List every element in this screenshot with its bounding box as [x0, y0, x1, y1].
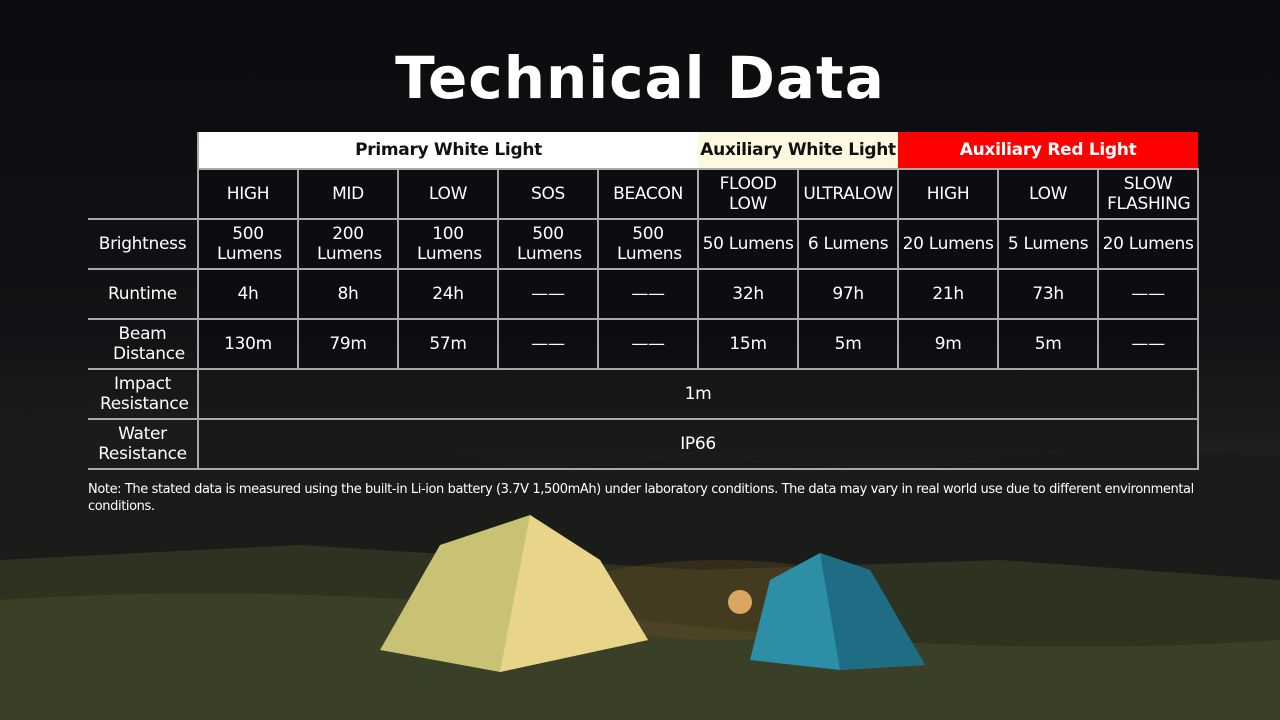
cell: ——: [596, 318, 700, 370]
mode-header: SLOW FLASHING: [1097, 168, 1200, 220]
cell: 500 Lumens: [197, 218, 299, 270]
footnote: Note: The stated data is measured using …: [88, 482, 1194, 514]
row-label: Impact Resistance: [88, 368, 199, 420]
cell: 20 Lumens: [897, 218, 1000, 270]
mode-header: BEACON: [596, 168, 700, 220]
mode-header: LOW: [997, 168, 1100, 220]
cell: 21h: [897, 268, 1000, 320]
cell: 6 Lumens: [797, 218, 900, 270]
cell: 57m: [397, 318, 499, 370]
cell: 1m: [196, 368, 1200, 420]
cell: ——: [497, 318, 599, 370]
mode-header: ULTRALOW: [797, 168, 900, 220]
mode-header: SOS: [497, 168, 599, 220]
cell: 73h: [997, 268, 1100, 320]
mode-header: MID: [297, 168, 399, 220]
cell: 50 Lumens: [697, 218, 800, 270]
cell: 32h: [697, 268, 800, 320]
group-auxiliary-white: Auxiliary White Light: [698, 132, 899, 169]
row-label: Beam Distance: [88, 318, 199, 370]
cell: 500 Lumens: [596, 218, 700, 270]
row-water-resistance: Water Resistance IP66: [88, 418, 1200, 470]
cell: 500 Lumens: [497, 218, 599, 270]
row-impact-resistance: Impact Resistance 1m: [88, 368, 1200, 420]
mode-header: FLOOD LOW: [697, 168, 800, 220]
row-label: Water Resistance: [88, 418, 199, 470]
row-beam-distance: Beam Distance 130m 79m 57m —— —— 15m 5m …: [88, 318, 1200, 370]
cell: 100 Lumens: [397, 218, 499, 270]
page-title: Technical Data: [395, 44, 885, 112]
cell: 20 Lumens: [1097, 218, 1200, 270]
group-primary-white: Primary White Light: [198, 132, 699, 169]
row-brightness: Brightness 500 Lumens 200 Lumens 100 Lum…: [88, 218, 1200, 270]
cell: 5m: [997, 318, 1100, 370]
cell: IP66: [196, 418, 1200, 470]
cell: 8h: [297, 268, 399, 320]
technical-data-table: Primary White Light Auxiliary White Ligh…: [88, 132, 1200, 470]
cell: 130m: [197, 318, 299, 370]
mode-header: HIGH: [197, 168, 299, 220]
cell: 79m: [297, 318, 399, 370]
cell: 24h: [397, 268, 499, 320]
cell: ——: [596, 268, 700, 320]
cell: 9m: [897, 318, 1000, 370]
corner-cell: [88, 169, 199, 220]
cell: ——: [497, 268, 599, 320]
cell: ——: [1097, 268, 1200, 320]
cell: 5m: [797, 318, 900, 370]
row-runtime: Runtime 4h 8h 24h —— —— 32h 97h 21h 73h …: [88, 268, 1200, 320]
mode-header: LOW: [397, 168, 499, 220]
cell: 4h: [197, 268, 299, 320]
cell: 5 Lumens: [997, 218, 1100, 270]
cell: 97h: [797, 268, 900, 320]
row-label: Brightness: [88, 218, 199, 270]
cell: ——: [1097, 318, 1200, 370]
row-label: Runtime: [88, 268, 199, 320]
cell: 15m: [697, 318, 800, 370]
corner-cell: [88, 132, 199, 169]
mode-header: HIGH: [897, 168, 1000, 220]
group-auxiliary-red: Auxiliary Red Light: [898, 132, 1199, 169]
cell: 200 Lumens: [297, 218, 399, 270]
